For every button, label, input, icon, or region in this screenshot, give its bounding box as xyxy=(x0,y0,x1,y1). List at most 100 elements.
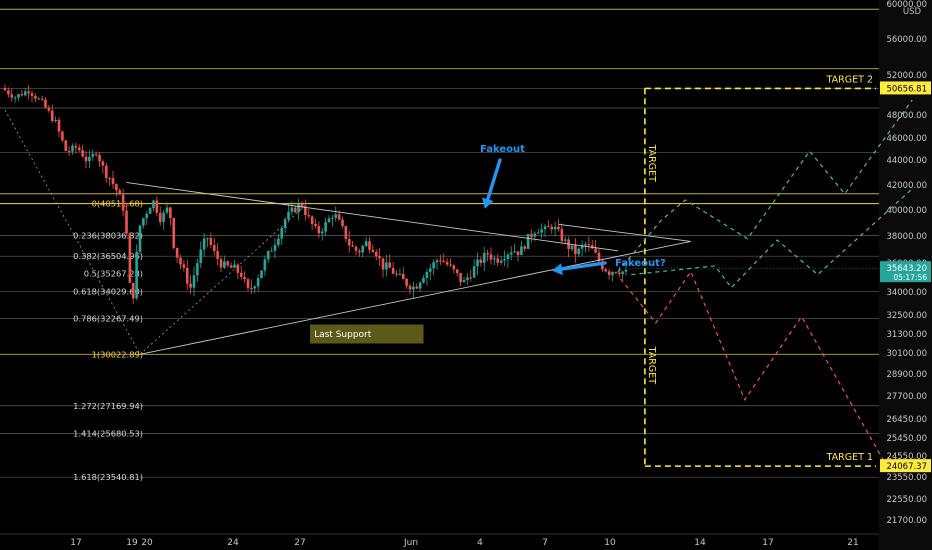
candle-body xyxy=(202,238,206,250)
candle-body xyxy=(587,244,591,246)
candle-body xyxy=(71,145,74,152)
candle-body xyxy=(476,259,479,267)
candle-body xyxy=(287,211,290,220)
candle-body xyxy=(364,241,368,247)
candle-body xyxy=(547,226,550,228)
price-tick-label: 27700.00 xyxy=(886,392,927,402)
fakeout-arrow-head xyxy=(482,197,494,209)
time-tick-label: 19 xyxy=(126,538,138,548)
candle-body xyxy=(206,238,209,240)
candle-body xyxy=(523,246,527,249)
candle-body xyxy=(148,208,152,214)
fakeout-arrow-shaft xyxy=(484,158,502,207)
candle-body xyxy=(462,280,466,283)
candle-body xyxy=(111,178,115,185)
candle-body xyxy=(607,271,611,276)
candle-body xyxy=(34,95,37,99)
candle-body xyxy=(540,229,543,233)
candle-body xyxy=(482,253,486,263)
candle-body xyxy=(557,226,560,230)
candle-body xyxy=(219,259,223,268)
candle-body xyxy=(520,246,523,255)
candle-body xyxy=(314,223,317,226)
candle-body xyxy=(91,153,95,157)
price-tick-label: 25450.00 xyxy=(886,434,927,444)
candle-body xyxy=(499,260,503,263)
candle-body xyxy=(351,245,354,247)
candle-body xyxy=(185,267,189,284)
time-axis[interactable]: 17 19 20 24 27 Jun 4 7 10 14 17 21 xyxy=(0,533,879,548)
candle-body xyxy=(486,253,489,255)
fakeout-q-arrow-shaft xyxy=(554,261,607,272)
time-tick-label: 7 xyxy=(542,538,548,548)
candle-body xyxy=(250,287,253,289)
candle-body xyxy=(310,216,314,224)
time-tick-label: 14 xyxy=(694,538,706,548)
price-tick-label: 38000.00 xyxy=(886,232,927,242)
candle-body xyxy=(13,97,17,99)
candle-body xyxy=(439,260,442,262)
candle-body xyxy=(142,218,145,226)
target-up-label: TARGET xyxy=(646,144,657,183)
candle-body xyxy=(263,259,267,271)
candle-body xyxy=(395,273,398,275)
candle-body xyxy=(27,91,30,94)
price-tick-label: 34000.00 xyxy=(886,288,927,298)
candle-body xyxy=(61,131,64,141)
fib-label: 1.618(23540.81) xyxy=(73,472,143,482)
candle-body xyxy=(479,259,483,263)
candle-body xyxy=(81,150,84,157)
candle-body xyxy=(493,258,496,260)
candle-body xyxy=(260,270,263,279)
candle-body xyxy=(277,238,280,245)
time-tick-label: 21 xyxy=(847,538,858,548)
candle-body xyxy=(47,107,51,111)
candle-body xyxy=(67,150,71,152)
candle-body xyxy=(563,239,567,241)
candle-body xyxy=(624,269,628,272)
candle-body xyxy=(570,245,574,250)
triangle-upper-line xyxy=(126,182,618,252)
candle-body xyxy=(509,252,513,255)
candle-body xyxy=(118,190,122,195)
candle-body xyxy=(304,207,307,216)
candle-body xyxy=(405,279,408,286)
candle-body xyxy=(401,273,405,280)
candle-body xyxy=(209,238,213,245)
triangle-lower-line xyxy=(139,240,691,355)
price-tick-label: 22550.00 xyxy=(886,495,927,505)
fib-label: 0.786(32267.49) xyxy=(73,314,143,324)
candle-body xyxy=(594,248,597,253)
fakeout-q-label: Fakeout? xyxy=(615,258,666,269)
current-price-tag-bg xyxy=(880,261,931,283)
candle-body xyxy=(182,264,186,268)
candle-body xyxy=(108,177,111,179)
candle-body xyxy=(337,214,341,220)
candle-body xyxy=(23,91,27,96)
candle-body xyxy=(169,207,172,219)
price-axis[interactable]: 60000.00 56000.00 52000.00 48000.00 46000.00… xyxy=(880,0,931,526)
candle-body xyxy=(155,200,159,213)
price-tick-label: 32500.00 xyxy=(886,311,927,321)
candle-body xyxy=(388,262,392,268)
candle-body xyxy=(577,248,581,255)
dotted-trend-down xyxy=(4,109,141,355)
candle-body xyxy=(290,207,294,212)
drawings: TARGET 2 TARGET 1 TARGET TARGET Last Support… xyxy=(4,74,913,467)
candle-body xyxy=(415,286,419,289)
target-down-label: TARGET xyxy=(646,346,657,385)
candle-body xyxy=(601,261,604,270)
candle-body xyxy=(449,264,452,266)
candle-body xyxy=(165,207,169,213)
time-tick-label: 20 xyxy=(141,538,153,548)
candle-body xyxy=(371,249,375,252)
fakeout-q-arrow-head xyxy=(552,263,563,276)
time-tick-label: 17 xyxy=(762,538,773,548)
candle-body xyxy=(246,279,250,288)
candle-body xyxy=(455,269,459,274)
candle-body xyxy=(94,153,98,155)
candle-body xyxy=(172,218,176,248)
candle-body xyxy=(37,98,41,100)
candle-body xyxy=(226,261,230,266)
